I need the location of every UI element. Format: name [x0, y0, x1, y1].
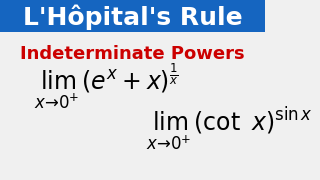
Text: Indeterminate Powers: Indeterminate Powers: [20, 45, 245, 63]
Text: $\lim_{x\to0^+}(e^x + x)^{\frac{1}{x}}$: $\lim_{x\to0^+}(e^x + x)^{\frac{1}{x}}$: [35, 62, 179, 111]
FancyBboxPatch shape: [0, 0, 265, 32]
Text: L'Hôpital's Rule: L'Hôpital's Rule: [23, 4, 242, 30]
Text: $\lim_{x\to0^+}(\cot\ x)^{\sin x}$: $\lim_{x\to0^+}(\cot\ x)^{\sin x}$: [146, 106, 312, 153]
